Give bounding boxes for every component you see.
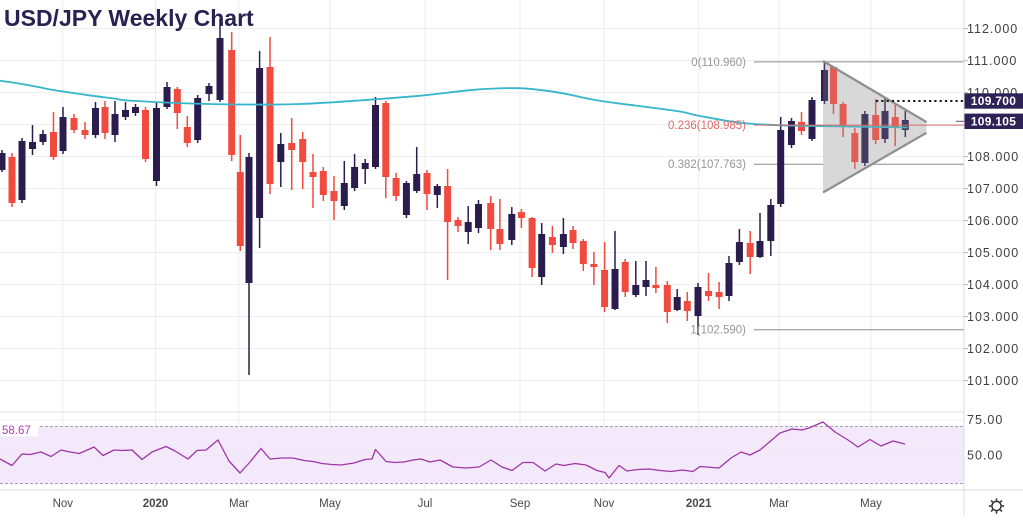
svg-text:0.382(107.763): 0.382(107.763) — [668, 159, 746, 171]
svg-text:112.000: 112.000 — [967, 22, 1018, 36]
svg-text:75.00: 75.00 — [967, 413, 1003, 427]
svg-text:Nov: Nov — [53, 498, 74, 510]
svg-text:0(110.960): 0(110.960) — [691, 57, 746, 69]
svg-text:108.000: 108.000 — [967, 150, 1019, 164]
svg-text:106.000: 106.000 — [967, 214, 1019, 228]
svg-text:Mar: Mar — [229, 498, 249, 510]
svg-text:May: May — [319, 498, 341, 510]
svg-text:103.000: 103.000 — [967, 310, 1019, 324]
svg-text:109.105: 109.105 — [971, 115, 1017, 129]
svg-text:May: May — [860, 498, 882, 510]
svg-text:102.000: 102.000 — [967, 342, 1019, 356]
svg-text:USD/JPY Weekly Chart: USD/JPY Weekly Chart — [4, 5, 254, 31]
svg-text:Mar: Mar — [769, 498, 789, 510]
svg-text:111.000: 111.000 — [967, 54, 1017, 68]
svg-text:104.000: 104.000 — [967, 278, 1019, 292]
svg-text:Jul: Jul — [418, 498, 433, 510]
svg-text:2021: 2021 — [686, 498, 712, 510]
svg-text:Sep: Sep — [510, 498, 530, 510]
svg-text:0.236(108.985): 0.236(108.985) — [668, 120, 746, 132]
svg-text:58.67: 58.67 — [2, 425, 31, 437]
svg-text:Nov: Nov — [594, 498, 615, 510]
svg-text:50.00: 50.00 — [967, 449, 1003, 463]
svg-text:1(102.590): 1(102.590) — [690, 325, 746, 337]
svg-text:107.000: 107.000 — [967, 182, 1019, 196]
svg-text:2020: 2020 — [143, 498, 169, 510]
svg-text:105.000: 105.000 — [967, 246, 1019, 260]
svg-text:109.700: 109.700 — [971, 94, 1017, 108]
svg-text:101.000: 101.000 — [967, 374, 1019, 388]
